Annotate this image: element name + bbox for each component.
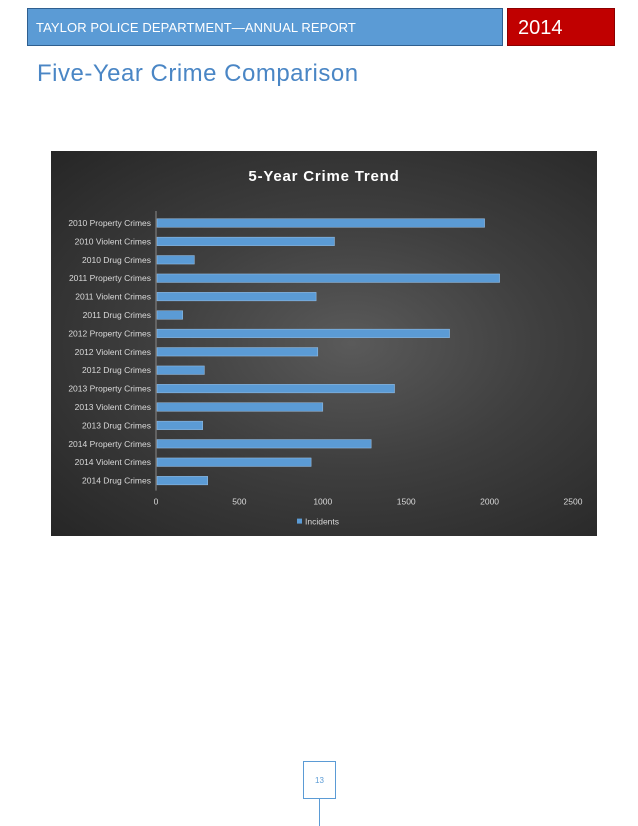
bar: [156, 236, 335, 246]
x-tick-label: 500: [232, 497, 246, 507]
bar: [156, 439, 372, 449]
report-header-title: TAYLOR POLICE DEPARTMENT—ANNUAL REPORT: [27, 8, 503, 46]
bar: [156, 255, 195, 265]
chart-canvas: 5-Year Crime Trend 2010 Property Crimes 20…: [68, 168, 583, 527]
x-tick-label: 1500: [397, 497, 416, 507]
bar: [156, 273, 500, 283]
bar: [156, 420, 203, 430]
bar: [156, 365, 205, 375]
category-label: 2012 Violent Crimes: [75, 347, 151, 357]
legend-swatch: [297, 518, 302, 524]
category-label: 2011 Drug Crimes: [83, 310, 151, 320]
category-label: 2013 Violent Crimes: [75, 402, 151, 412]
footer-rule: [319, 799, 320, 826]
chart-title: 5-Year Crime Trend: [248, 168, 399, 185]
bar: [156, 328, 450, 338]
bar: [156, 347, 319, 357]
category-label: 2012 Drug Crimes: [82, 365, 151, 375]
bar: [156, 402, 324, 412]
bar: [156, 457, 312, 467]
x-tick-label: 2000: [480, 497, 499, 507]
category-label: 2013 Property Crimes: [68, 384, 151, 394]
category-label: 2010 Drug Crimes: [82, 255, 151, 265]
category-label: 2014 Property Crimes: [68, 439, 151, 449]
category-label: 2010 Violent Crimes: [75, 236, 151, 246]
x-tick-label: 1000: [313, 497, 332, 507]
category-label: 2011 Property Crimes: [69, 273, 151, 283]
bar: [156, 310, 183, 320]
bar: [156, 292, 317, 302]
x-tick-label: 0: [154, 497, 159, 507]
category-label: 2014 Violent Crimes: [75, 457, 151, 467]
page-number: 13: [303, 761, 336, 799]
bar: [156, 218, 485, 228]
page-title: Five-Year Crime Comparison: [37, 60, 359, 87]
bar: [156, 476, 208, 486]
crime-trend-chart: 5-Year Crime Trend 2010 Property Crimes 20…: [51, 151, 597, 536]
bar: [156, 384, 395, 394]
legend-label: Incidents: [305, 517, 339, 527]
report-header-year: 2014: [507, 8, 615, 46]
x-tick-label: 2500: [564, 497, 583, 507]
category-label: 2014 Drug Crimes: [82, 476, 151, 486]
category-label: 2013 Drug Crimes: [82, 420, 151, 430]
category-label: 2010 Property Crimes: [68, 218, 151, 228]
category-label: 2011 Violent Crimes: [75, 292, 151, 302]
category-label: 2012 Property Crimes: [68, 328, 151, 338]
